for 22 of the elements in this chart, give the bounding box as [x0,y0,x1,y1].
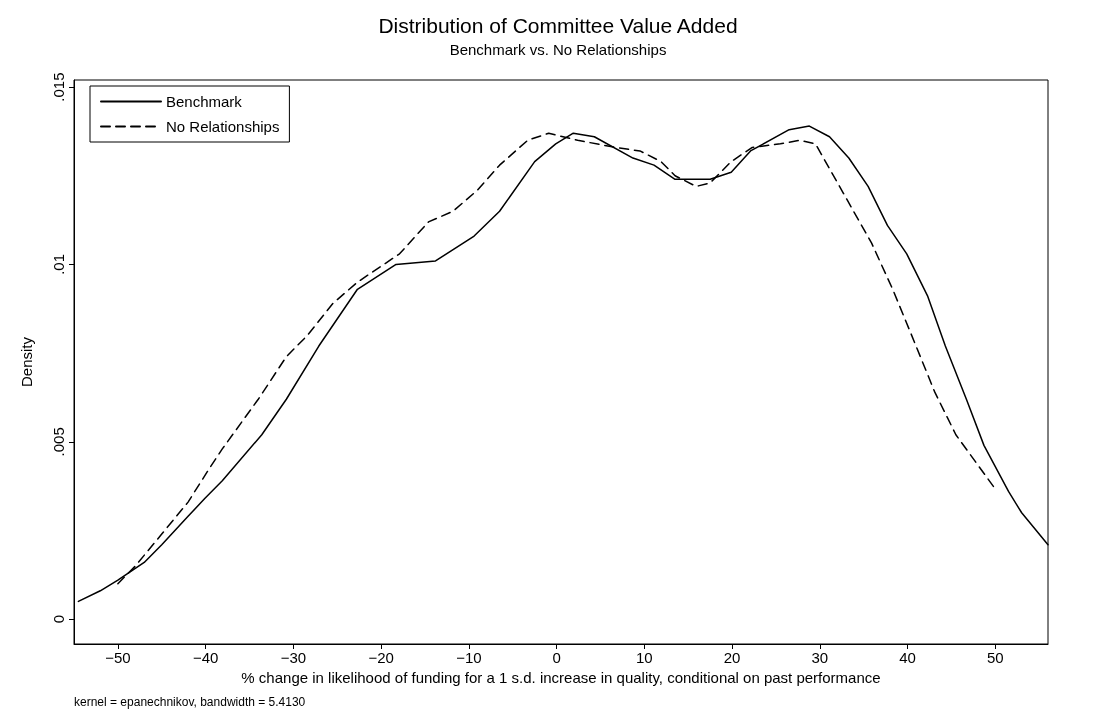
y-tick-label: .01 [50,254,67,275]
x-tick-label: −10 [456,649,482,666]
text: kernel = epanechnikov, bandwidth = 5.4130 [74,695,306,709]
x-tick-label: 0 [552,649,561,666]
x-tick-label: 30 [811,649,829,666]
x-tick-label: 50 [987,649,1004,666]
x-tick-label: 40 [899,649,916,666]
x-axis-title: % change in likelihood of funding for a 1 s.d. increase in quality, conditional on past performance [241,668,881,686]
x-tick-label: −20 [368,649,394,666]
x-tick-label: −50 [105,649,131,666]
x-tick-label: 20 [723,649,741,666]
y-axis-title: Density [18,336,35,388]
chart-subtitle: Benchmark vs. No Relationships [449,41,667,58]
legend-label: Benchmark [166,93,243,110]
x-tick-label: −30 [280,649,307,666]
y-tick-label: .015 [50,72,67,102]
y-tick-label: 0 [50,615,67,624]
x-tick-label: 10 [636,649,653,666]
chart-title: Distribution of Committee Value Added [378,14,738,37]
legend-label: No Relationships [166,118,280,135]
x-tick-label: −40 [192,649,219,666]
y-tick-label: .005 [50,427,67,457]
